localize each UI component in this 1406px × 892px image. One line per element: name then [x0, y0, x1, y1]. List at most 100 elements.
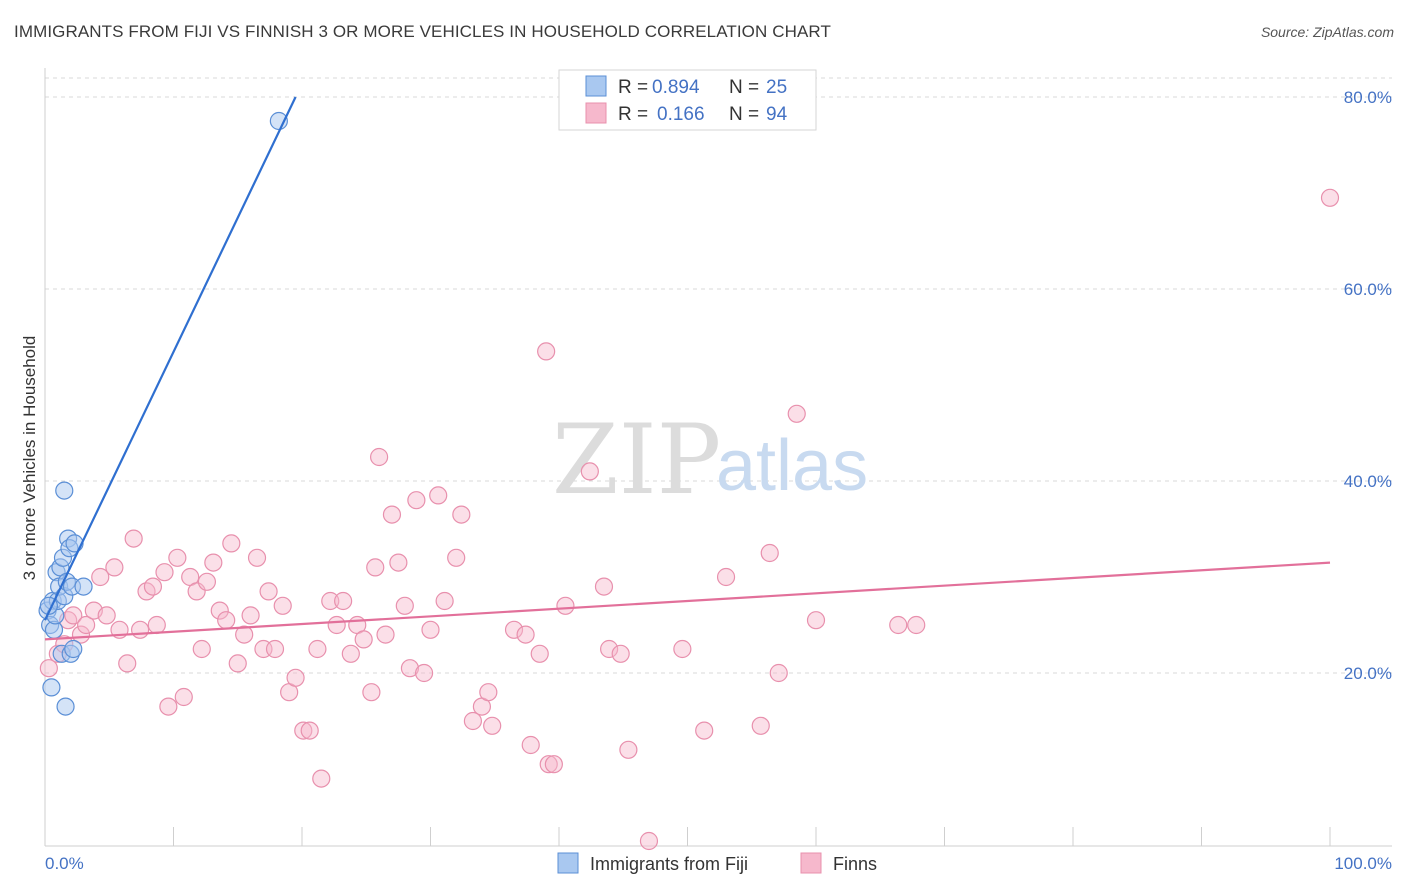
finns-point: [265, 639, 285, 659]
finns-point: [247, 548, 267, 567]
bottom-legend-swatch-fiji: [557, 852, 579, 874]
chart-title: IMMIGRANTS FROM FIJI VS FINNISH 3 OR MOR…: [14, 22, 831, 41]
finns-point: [168, 548, 187, 567]
finns-point: [204, 553, 223, 572]
finns-point: [294, 721, 313, 740]
fiji-point: [42, 678, 61, 697]
finns-point: [159, 697, 178, 716]
y-tick-label-60: 60.0%: [1344, 280, 1392, 299]
legend-r-value-1: 0.894: [652, 77, 700, 98]
finns-point: [751, 716, 770, 735]
finns-point: [130, 620, 150, 639]
finns-point: [217, 611, 236, 630]
finns-point: [537, 342, 556, 361]
legend-r-label-2: R =: [618, 104, 648, 125]
finns-point: [124, 529, 143, 548]
finns-point: [556, 596, 575, 615]
finns-point: [407, 491, 426, 510]
finns-point: [362, 683, 381, 702]
legend-n-label-1: N =: [729, 77, 759, 98]
trend-lines: [44, 96, 1331, 641]
finns-point: [1320, 188, 1340, 207]
finns-point: [479, 683, 498, 702]
finns-point: [273, 596, 292, 615]
grid-lines: [45, 77, 1392, 674]
finns-point: [312, 769, 331, 788]
finns-point: [389, 553, 408, 572]
finns-point: [143, 577, 163, 596]
finns-point: [39, 659, 58, 678]
finns-point: [222, 534, 241, 553]
legend-n-value-2: 94: [766, 104, 788, 125]
fiji-point: [56, 697, 75, 716]
finns-point: [241, 606, 260, 625]
chart-source: Source: ZipAtlas.com: [1260, 24, 1394, 40]
finns-point: [452, 505, 471, 524]
finns-point: [889, 615, 908, 635]
finns-point: [619, 740, 638, 759]
finns-point: [321, 591, 340, 611]
finns-point: [174, 687, 193, 707]
finns-point: [334, 591, 353, 611]
finns-point: [64, 606, 83, 625]
finns-point: [673, 639, 692, 659]
finns-point: [77, 615, 96, 635]
finns-point: [105, 558, 124, 577]
finns-point: [760, 543, 779, 563]
watermark-atlas: atlas: [716, 426, 868, 506]
finns-point: [580, 462, 599, 481]
finns-point: [539, 755, 558, 774]
finns-point: [308, 639, 327, 659]
legend-n-value-1: 25: [766, 77, 787, 98]
finns-point: [97, 606, 116, 625]
finns-point: [530, 644, 549, 663]
finns-point: [611, 644, 630, 663]
legend-r-value-2: 0.166: [657, 104, 705, 125]
finns-point: [414, 663, 434, 683]
finns-point: [300, 721, 319, 740]
y-tick-label-80: 80.0%: [1344, 88, 1392, 107]
finns-point: [197, 572, 217, 591]
finns-point: [695, 721, 714, 740]
finns-point: [192, 639, 211, 659]
finns-point: [341, 644, 360, 663]
finns-point: [429, 486, 448, 505]
finns-point: [787, 404, 806, 423]
finns-point: [395, 596, 414, 615]
finns-point: [354, 630, 373, 649]
finns-point: [600, 639, 619, 659]
watermark-zip: ZIP: [552, 404, 721, 516]
legend-box: R = 0.894 N = 25 R = 0.166 N = 94: [558, 69, 817, 131]
finns-point: [806, 611, 826, 630]
fiji-point: [74, 577, 93, 596]
finns-point: [210, 601, 229, 620]
finns-point: [400, 659, 420, 678]
finns-point: [544, 755, 563, 774]
x-tick-label-100: 100.0%: [1334, 854, 1392, 873]
finns-point: [366, 558, 385, 577]
finns-point: [639, 831, 659, 851]
watermark: ZIP atlas: [552, 404, 868, 516]
fiji-point: [64, 639, 83, 659]
legend-swatch-finns: [585, 102, 607, 124]
finns-point: [483, 716, 502, 735]
finns-point: [286, 668, 305, 687]
finns-point: [155, 563, 174, 582]
finns-points: [39, 188, 1340, 851]
finns-point: [463, 711, 483, 731]
finns-point: [504, 620, 524, 639]
finns-point: [327, 615, 346, 635]
finns-point: [259, 582, 278, 601]
y-axis-title: 3 or more Vehicles in Household: [20, 336, 39, 581]
finns-point: [91, 567, 110, 587]
finns-point: [376, 625, 395, 644]
legend-r-label-1: R =: [618, 77, 648, 98]
finns-point: [516, 625, 535, 644]
bottom-legend-label-fiji: Immigrants from Fiji: [590, 854, 748, 874]
x-tick-label-0: 0.0%: [45, 854, 84, 873]
finns-point: [716, 567, 736, 587]
finns-point: [235, 625, 254, 644]
finns-trend-line: [44, 561, 1331, 641]
y-tick-labels: 20.0% 40.0% 60.0% 80.0%: [1344, 88, 1392, 683]
